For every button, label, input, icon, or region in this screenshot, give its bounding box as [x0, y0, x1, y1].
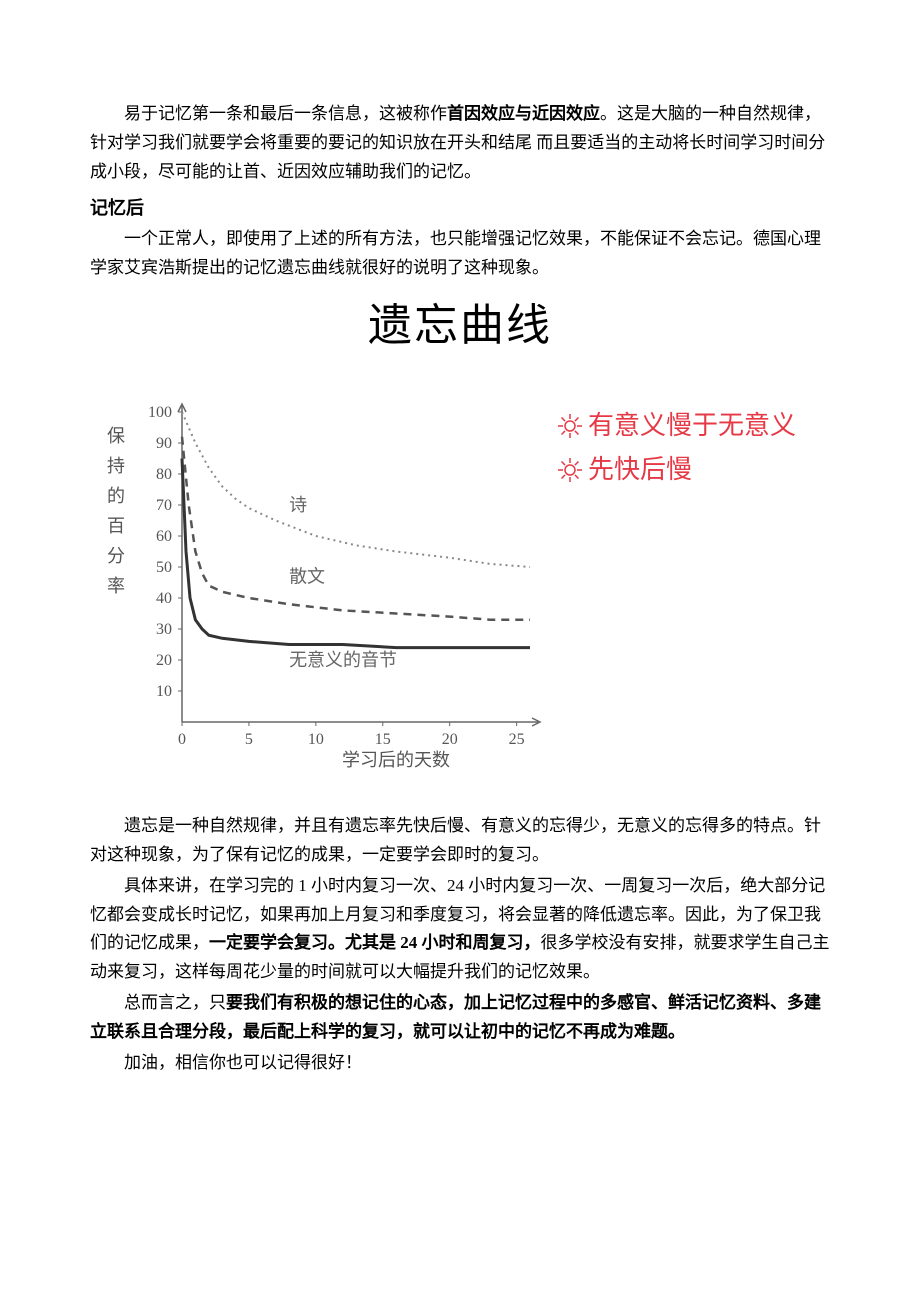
svg-text:5: 5: [245, 731, 253, 748]
svg-text:25: 25: [509, 731, 525, 748]
section-heading-memory-after: 记忆后: [90, 193, 830, 224]
svg-text:的: 的: [107, 486, 125, 506]
paragraph-1: 易于记忆第一条和最后一条信息，这被称作首因效应与近因效应。这是大脑的一种自然规律…: [90, 100, 830, 187]
p1-bold: 首因效应与近因效应: [447, 104, 600, 123]
p5-text-a: 总而言之，只: [124, 993, 226, 1012]
p1-text-a: 易于记忆第一条和最后一条信息，这被称作: [124, 104, 447, 123]
svg-text:分: 分: [107, 546, 125, 566]
svg-text:0: 0: [178, 731, 186, 748]
chart-svg: 10 20 30 40 50 60 70 80 90 100 0 5 10 15 20 25 保持的百分率学习后…: [90, 382, 830, 782]
svg-text:20: 20: [442, 731, 458, 748]
chart-title: 遗忘曲线: [90, 289, 830, 364]
svg-text:保: 保: [107, 426, 125, 446]
svg-text:10: 10: [308, 731, 324, 748]
svg-text:10: 10: [156, 683, 172, 700]
svg-text:50: 50: [156, 559, 172, 576]
svg-text:20: 20: [156, 652, 172, 669]
svg-text:散文: 散文: [289, 566, 325, 586]
svg-text:学习后的天数: 学习后的天数: [342, 750, 450, 770]
svg-text:40: 40: [156, 590, 172, 607]
paragraph-3: 遗忘是一种自然规律，并且有遗忘率先快后慢、有意义的忘得少，无意义的忘得多的特点。…: [90, 812, 830, 870]
svg-text:90: 90: [156, 435, 172, 452]
forgetting-curve-chart: 10 20 30 40 50 60 70 80 90 100 0 5 10 15 20 25 保持的百分率学习后…: [90, 382, 830, 782]
svg-text:持: 持: [107, 456, 125, 476]
p4-bold: 一定要学会复习。尤其是 24 小时和周复习，: [209, 933, 541, 952]
svg-text:80: 80: [156, 466, 172, 483]
svg-text:60: 60: [156, 528, 172, 545]
svg-text:率: 率: [107, 576, 125, 596]
paragraph-6: 加油，相信你也可以记得很好！: [90, 1049, 830, 1078]
svg-text:先快后慢: 先快后慢: [588, 455, 692, 484]
paragraph-2: 一个正常人，即使用了上述的所有方法，也只能增强记忆效果，不能保证不会忘记。德国心…: [90, 225, 830, 283]
svg-text:100: 100: [148, 404, 172, 421]
svg-text:诗: 诗: [289, 495, 307, 515]
svg-text:15: 15: [375, 731, 391, 748]
svg-text:70: 70: [156, 497, 172, 514]
svg-text:30: 30: [156, 621, 172, 638]
paragraph-4: 具体来讲，在学习完的 1 小时内复习一次、24 小时内复习一次、一周复习一次后，…: [90, 872, 830, 988]
svg-text:百: 百: [107, 516, 125, 536]
svg-text:有意义慢于无意义: 有意义慢于无意义: [588, 411, 796, 440]
paragraph-5: 总而言之，只要我们有积极的想记住的心态，加上记忆过程中的多感官、鲜活记忆资料、多…: [90, 989, 830, 1047]
svg-text:无意义的音节: 无意义的音节: [289, 650, 397, 670]
